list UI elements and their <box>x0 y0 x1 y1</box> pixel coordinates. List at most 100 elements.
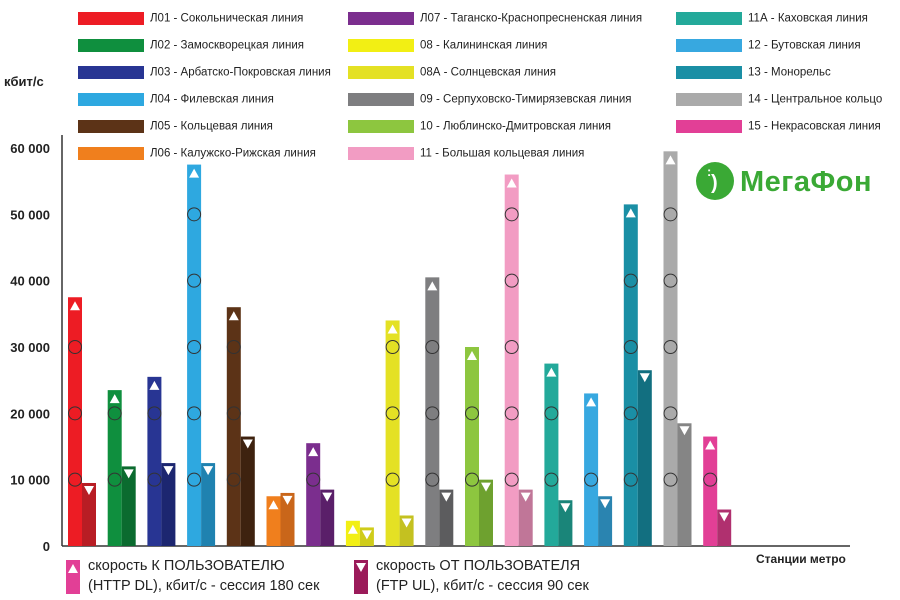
megafon-logo-icon: : ) <box>696 162 734 200</box>
ul-legend-line1: скорость ОТ ПОЛЬЗОВАТЕЛЯ <box>376 558 581 574</box>
dl-marker-icon <box>387 324 398 334</box>
bar-dl <box>663 151 678 547</box>
legend-swatch <box>78 39 144 52</box>
bar-ul <box>479 479 493 546</box>
legend-item: 14 - Центральное кольцо <box>676 93 882 106</box>
legend-label: 08А - Солнцевская линия <box>420 66 557 79</box>
gridline-marker <box>623 406 638 421</box>
ul-marker-icon <box>322 492 333 502</box>
bar-dl <box>544 363 559 546</box>
legend-label: Л05 - Кольцевая линия <box>150 120 273 133</box>
gridline-marker <box>504 472 519 487</box>
bar-ul <box>280 492 295 546</box>
gridline-marker <box>68 472 82 487</box>
dl-marker-icon <box>268 500 279 510</box>
legend-item: Л06 - Калужско-Рижская линия <box>78 147 316 160</box>
bar-dl <box>623 204 638 546</box>
bar-ul <box>82 482 96 546</box>
bar-dl <box>504 174 519 547</box>
legend-swatch <box>78 93 144 106</box>
ul-marker-icon <box>123 469 134 479</box>
legend-item: Л04 - Филевская линия <box>78 93 274 106</box>
legend-item: 10 - Люблинско-Дмитровская линия <box>348 120 611 133</box>
gridline-marker <box>504 273 519 288</box>
legend-item: 15 - Некрасовская линия <box>676 120 881 133</box>
y-axis-label: кбит/с <box>4 74 44 89</box>
ul-marker-icon <box>679 426 690 436</box>
legend-swatch <box>348 147 414 160</box>
ul-marker-icon <box>163 466 174 476</box>
y-tick-label: 60 000 <box>10 141 50 156</box>
gridline-marker <box>703 472 718 487</box>
bar-dl <box>465 347 479 546</box>
gridline-marker <box>663 273 678 288</box>
legend-swatch <box>348 12 414 25</box>
legend-label: 11А - Каховская линия <box>748 12 868 25</box>
y-tick-label: 50 000 <box>10 207 50 222</box>
gridline-marker <box>187 273 202 288</box>
dl-marker-icon <box>546 367 557 377</box>
y-tick-label: 10 000 <box>10 473 50 488</box>
y-tick-label: 20 000 <box>10 406 50 421</box>
bar-ul <box>637 370 652 546</box>
legend-label: 10 - Люблинско-Дмитровская линия <box>420 120 612 133</box>
gridline-marker <box>226 406 241 421</box>
dl-marker-icon <box>467 351 477 360</box>
legend-swatch <box>676 120 742 133</box>
ul-marker-icon <box>520 492 531 502</box>
ul-legend-line2: (FTP UL), кбит/с - сессия 90 сек <box>376 578 589 594</box>
bar-ul <box>717 509 732 546</box>
ul-marker-icon <box>481 482 491 492</box>
bar-ul <box>201 463 216 546</box>
gridline-marker <box>544 472 559 487</box>
legend-swatch <box>348 93 414 106</box>
bar-dl <box>147 376 162 546</box>
bar-ul <box>320 489 335 546</box>
gridline-marker <box>187 472 202 487</box>
gridline-marker <box>187 340 202 354</box>
bar-ul <box>558 500 573 546</box>
legend-label: 09 - Серпуховско-Тимирязевская линия <box>420 93 632 106</box>
bar-dl <box>187 164 202 547</box>
legend-label: Л07 - Таганско-Краснопресненская линия <box>420 12 643 25</box>
legend-item: Л05 - Кольцевая линия <box>78 120 273 133</box>
gridline-marker <box>584 472 599 487</box>
gridline-marker <box>147 472 162 487</box>
bar-ul <box>677 423 692 546</box>
legend-item: 09 - Серпуховско-Тимирязевская линия <box>348 93 632 106</box>
bar-dl <box>68 297 82 546</box>
dl-marker-icon <box>308 447 319 457</box>
ul-marker-icon <box>84 485 94 495</box>
gridline-marker <box>623 472 638 487</box>
legend-swatch <box>676 93 742 106</box>
dl-legend-line1: скорость К ПОЛЬЗОВАТЕЛЮ <box>88 558 285 574</box>
ul-marker-icon <box>282 495 293 505</box>
legend-label: 11 - Большая кольцевая линия <box>420 147 585 160</box>
legend-item: 11 - Большая кольцевая линия <box>348 147 584 160</box>
gridline-marker <box>465 406 479 421</box>
dl-marker-icon <box>228 311 239 321</box>
ul-legend: скорость ОТ ПОЛЬЗОВАТЕЛЯ (FTP UL), кбит/… <box>376 556 589 596</box>
ul-marker-icon <box>242 439 253 449</box>
ul-marker-icon <box>361 530 372 540</box>
ul-marker-icon <box>203 466 214 476</box>
bar-ul <box>518 489 533 546</box>
dl-marker-icon <box>586 397 597 407</box>
bar-ul <box>121 466 136 546</box>
ul-marker-icon <box>719 512 730 522</box>
dl-legend-marker <box>66 560 80 594</box>
gridline-marker <box>187 207 202 222</box>
bar-ul <box>439 489 454 546</box>
legend-swatch <box>78 66 144 79</box>
gridline-marker <box>425 406 440 421</box>
gridline-marker <box>663 406 678 421</box>
legend-item: 12 - Бутовская линия <box>676 39 861 52</box>
gridline-marker <box>504 406 519 421</box>
dl-legend: скорость К ПОЛЬЗОВАТЕЛЮ (HTTP DL), кбит/… <box>88 556 319 596</box>
bar-ul <box>399 515 414 546</box>
bar-dl <box>425 277 440 546</box>
dl-marker-icon <box>705 440 716 450</box>
legend-item: Л07 - Таганско-Краснопресненская линия <box>348 12 642 25</box>
dl-marker-icon <box>427 281 438 291</box>
dl-legend-line2: (HTTP DL), кбит/с - сессия 180 сек <box>88 578 320 594</box>
